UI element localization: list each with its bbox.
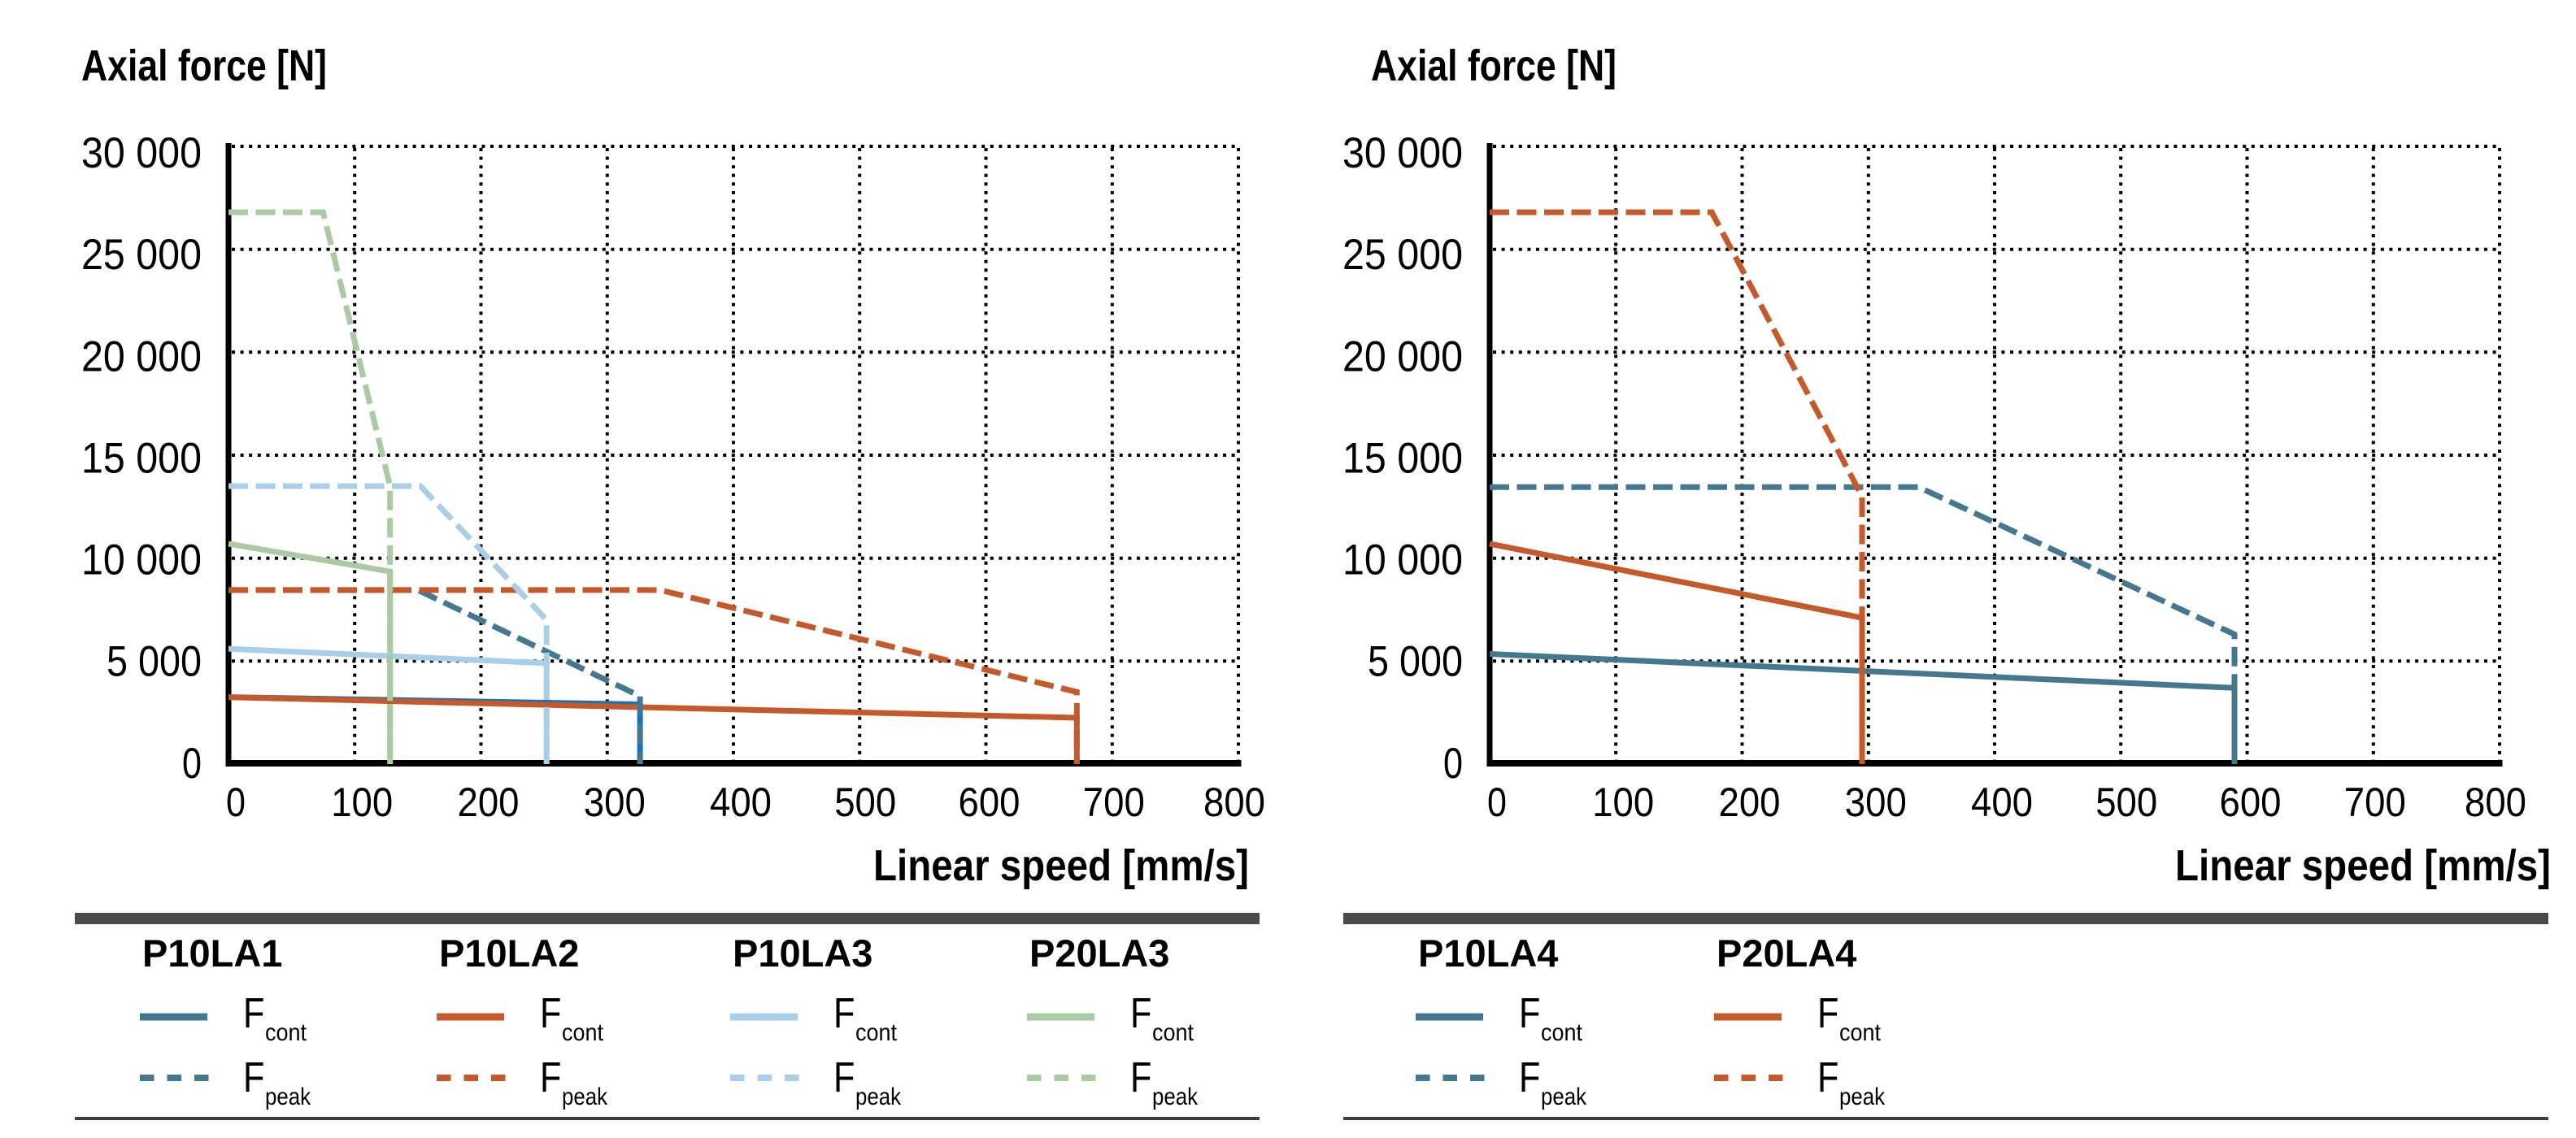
svg-text:15 000: 15 000: [81, 434, 202, 482]
svg-text:P10LA2: P10LA2: [439, 932, 579, 975]
svg-text:peak: peak: [562, 1084, 608, 1110]
svg-text:F: F: [833, 1054, 855, 1101]
svg-text:25 000: 25 000: [1342, 231, 1463, 279]
svg-text:300: 300: [1845, 780, 1907, 825]
svg-text:500: 500: [834, 780, 896, 825]
svg-text:cont: cont: [562, 1019, 604, 1046]
svg-text:10 000: 10 000: [1342, 536, 1463, 584]
svg-text:P20LA3: P20LA3: [1029, 932, 1169, 975]
svg-text:cont: cont: [855, 1019, 898, 1046]
svg-text:P10LA4: P10LA4: [1418, 932, 1558, 975]
svg-text:peak: peak: [1152, 1084, 1199, 1110]
svg-text:700: 700: [1083, 780, 1145, 825]
svg-text:F: F: [1817, 990, 1838, 1037]
svg-text:peak: peak: [265, 1084, 311, 1110]
svg-text:peak: peak: [855, 1084, 902, 1110]
svg-text:20 000: 20 000: [81, 332, 202, 380]
svg-text:Linear speed [mm/s]: Linear speed [mm/s]: [873, 841, 1249, 890]
svg-text:200: 200: [458, 780, 520, 825]
svg-text:F: F: [243, 990, 264, 1037]
svg-text:F: F: [833, 990, 855, 1037]
svg-text:0: 0: [182, 740, 202, 788]
svg-text:cont: cont: [1152, 1019, 1194, 1046]
svg-text:400: 400: [1971, 780, 2033, 825]
svg-text:20 000: 20 000: [1342, 332, 1463, 380]
svg-text:Axial force [N]: Axial force [N]: [81, 41, 327, 90]
svg-text:10 000: 10 000: [81, 536, 202, 584]
svg-text:P10LA1: P10LA1: [142, 932, 282, 975]
svg-text:0: 0: [1443, 740, 1463, 788]
svg-text:400: 400: [710, 780, 772, 825]
svg-text:600: 600: [959, 780, 1020, 825]
svg-text:Axial force [N]: Axial force [N]: [1371, 41, 1617, 90]
svg-text:200: 200: [1719, 780, 1781, 825]
svg-text:700: 700: [2344, 780, 2406, 825]
svg-text:F: F: [243, 1054, 264, 1101]
svg-text:F: F: [1519, 1054, 1540, 1101]
svg-text:800: 800: [1203, 780, 1265, 825]
svg-text:F: F: [540, 1054, 561, 1101]
svg-text:5 000: 5 000: [107, 638, 202, 686]
svg-text:100: 100: [331, 780, 393, 825]
svg-text:P20LA4: P20LA4: [1717, 932, 1856, 975]
svg-text:600: 600: [2220, 780, 2282, 825]
svg-text:15 000: 15 000: [1342, 434, 1463, 482]
svg-text:100: 100: [1592, 780, 1654, 825]
svg-text:cont: cont: [1541, 1019, 1583, 1046]
svg-text:5 000: 5 000: [1368, 638, 1463, 686]
svg-text:peak: peak: [1839, 1084, 1886, 1110]
svg-text:0: 0: [226, 780, 246, 825]
svg-text:25 000: 25 000: [81, 231, 202, 279]
svg-text:P10LA3: P10LA3: [733, 932, 872, 975]
svg-text:cont: cont: [1839, 1019, 1882, 1046]
svg-text:800: 800: [2465, 780, 2526, 825]
svg-text:cont: cont: [265, 1019, 307, 1046]
svg-text:0: 0: [1487, 780, 1507, 825]
svg-text:F: F: [1817, 1054, 1838, 1101]
svg-text:F: F: [1519, 990, 1540, 1037]
svg-text:500: 500: [2095, 780, 2157, 825]
svg-text:30 000: 30 000: [1342, 129, 1463, 177]
svg-text:30 000: 30 000: [81, 129, 202, 177]
svg-text:F: F: [540, 990, 561, 1037]
svg-text:F: F: [1130, 990, 1151, 1037]
svg-text:peak: peak: [1541, 1084, 1587, 1110]
svg-text:F: F: [1130, 1054, 1151, 1101]
svg-text:Linear speed [mm/s]: Linear speed [mm/s]: [2175, 841, 2551, 890]
svg-text:300: 300: [584, 780, 646, 825]
